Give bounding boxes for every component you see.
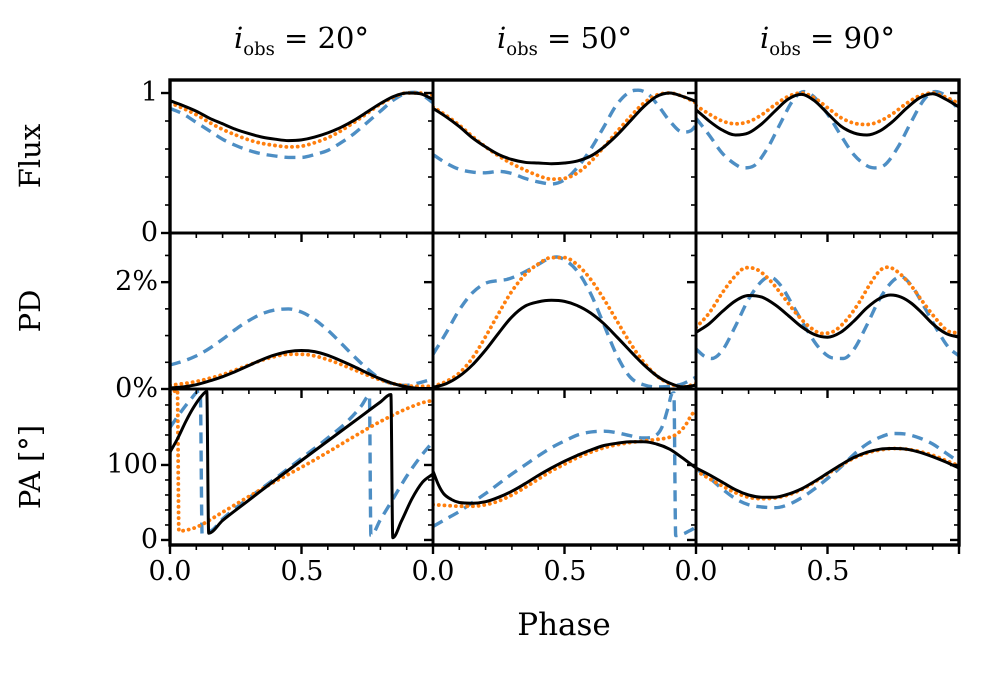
y-axis-label-flux: Flux xyxy=(13,123,47,189)
panel-PD-1 xyxy=(433,255,696,389)
curve-dashed-blue xyxy=(696,275,959,361)
title-subscript: obs xyxy=(506,38,538,60)
y-tick-flux-0: 0 xyxy=(140,217,158,248)
curve-dashed-blue xyxy=(433,255,696,389)
curve-solid-black xyxy=(433,440,696,505)
y-tick-pa-100: 100 xyxy=(106,449,158,480)
y-tick-flux-1: 1 xyxy=(140,77,158,108)
curve-dotted-orange xyxy=(433,255,696,389)
curve-solid-black xyxy=(170,348,433,389)
col-title-iobs-90: iobs = 90° xyxy=(696,16,959,60)
panel-Flux-0 xyxy=(170,90,433,160)
panel-PA [°]-2 xyxy=(696,431,959,510)
curve-dashed-blue xyxy=(170,389,433,538)
title-value: = 90° xyxy=(800,21,895,55)
curve-dashed-blue xyxy=(696,89,959,170)
title-subscript: obs xyxy=(243,38,275,60)
curve-solid-black xyxy=(696,293,959,339)
title-symbol: i xyxy=(497,21,507,55)
y-axis-label-pa: PA [°] xyxy=(13,424,47,510)
curve-solid-black xyxy=(696,446,959,499)
panel-PA [°]-1 xyxy=(433,391,696,538)
col-title-iobs-50: iobs = 50° xyxy=(433,16,696,60)
title-symbol: i xyxy=(234,21,244,55)
curve-solid-black xyxy=(170,389,433,540)
curve-dashed-blue xyxy=(433,391,696,538)
curve-dashed-blue xyxy=(433,88,696,186)
panel-borders xyxy=(168,78,961,547)
panel-PD-2 xyxy=(696,265,959,361)
curve-dotted-orange xyxy=(433,407,696,509)
title-symbol: i xyxy=(760,21,770,55)
curve-dotted-orange xyxy=(433,91,696,182)
curve-solid-black xyxy=(433,298,696,389)
title-value: = 20° xyxy=(274,21,369,55)
curve-solid-black xyxy=(433,91,696,166)
x-tick-0: 0.0 xyxy=(148,556,192,587)
x-tick-3: 0.5 xyxy=(543,556,587,587)
title-value: = 50° xyxy=(537,21,632,55)
panel-PA [°]-0 xyxy=(170,389,433,540)
x-tick-4: 0.0 xyxy=(674,556,718,587)
curve-dashed-blue xyxy=(170,307,433,388)
panel-Flux-2 xyxy=(696,89,959,170)
title-subscript: obs xyxy=(769,38,801,60)
x-axis-label: Phase xyxy=(517,607,611,643)
curve-solid-black xyxy=(696,92,959,137)
x-tick-5: 0.5 xyxy=(806,556,850,587)
x-tick-2: 0.0 xyxy=(411,556,455,587)
panel-PD-0 xyxy=(170,307,433,389)
curve-dotted-orange xyxy=(696,265,959,336)
x-tick-1: 0.5 xyxy=(280,556,324,587)
curve-solid-black xyxy=(170,91,433,143)
col-title-iobs-20: iobs = 20° xyxy=(170,16,433,60)
curve-dashed-blue xyxy=(696,431,959,510)
y-axis-label-pd: PD xyxy=(13,289,47,333)
y-tick-pa-0: 0 xyxy=(140,524,158,555)
y-tick-pd-0: 0% xyxy=(115,373,158,404)
panel-Flux-1 xyxy=(433,88,696,186)
curve-dotted-orange xyxy=(696,91,959,127)
curve-dashed-blue xyxy=(170,90,433,160)
y-tick-pd-2: 2% xyxy=(115,266,158,297)
